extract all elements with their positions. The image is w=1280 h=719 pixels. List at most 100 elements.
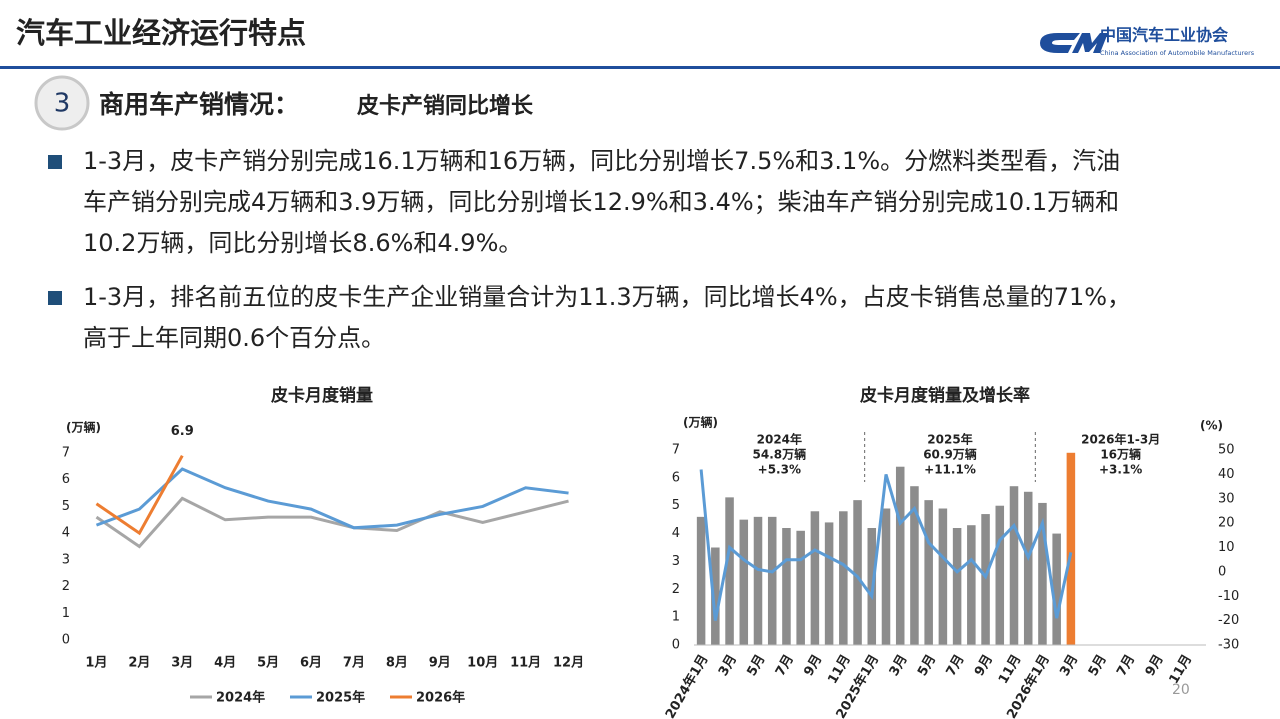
x-tick-label: 9月 bbox=[801, 652, 825, 679]
y-axis-label: (万辆) bbox=[66, 420, 101, 435]
bar bbox=[767, 516, 777, 645]
bar bbox=[967, 525, 976, 645]
series-line bbox=[95, 496, 569, 549]
x-tick-label: 5月 bbox=[1086, 652, 1110, 679]
x-tick-label: 9月 bbox=[429, 656, 451, 671]
y-tick-label: 6 bbox=[672, 470, 680, 485]
bar bbox=[796, 530, 805, 645]
y-tick-label: 3 bbox=[672, 554, 680, 569]
page-number: 20 bbox=[1172, 682, 1190, 698]
bar bbox=[711, 547, 720, 645]
x-tick-label: 7月 bbox=[773, 652, 797, 679]
x-tick-label: 9月 bbox=[1143, 652, 1167, 679]
bar bbox=[895, 466, 905, 645]
x-tick-label: 5月 bbox=[744, 652, 768, 679]
bar bbox=[782, 528, 791, 645]
y-tick-label: 7 bbox=[672, 443, 680, 458]
section-badge bbox=[34, 75, 90, 131]
bar bbox=[739, 519, 749, 645]
y-tick-label: 5 bbox=[62, 499, 70, 514]
y-tick-label: 2 bbox=[672, 582, 680, 597]
bullet-text: 车产销分别完成4万辆和3.9万辆，同比分别增长12.9%和3.4%；柴油车产销分… bbox=[83, 188, 1119, 216]
x-tick-label: 1月 bbox=[85, 656, 107, 671]
section-number: 3 bbox=[54, 89, 71, 119]
bar bbox=[753, 516, 763, 645]
bar bbox=[1038, 502, 1047, 645]
slide-title: 汽车工业经济运行特点 bbox=[16, 16, 306, 50]
bullet-text: 高于上年同期0.6个百分点。 bbox=[83, 324, 385, 352]
x-tick-label: 3月 bbox=[171, 656, 193, 671]
section-title: 商用车产销情况： bbox=[99, 90, 299, 119]
y2-tick-label: 30 bbox=[1218, 491, 1235, 506]
x-tick-label: 6月 bbox=[300, 656, 322, 671]
x-tick-label: 3月 bbox=[716, 652, 740, 679]
period-annotation: 16万辆 bbox=[1100, 447, 1141, 462]
bar bbox=[981, 514, 990, 645]
bullet-marker bbox=[48, 155, 62, 169]
y2-tick-label: 10 bbox=[1218, 540, 1235, 555]
x-tick-label: 11月 bbox=[510, 656, 541, 671]
y2-tick-label: 40 bbox=[1218, 467, 1235, 482]
bar bbox=[938, 508, 948, 645]
period-annotation: +5.3% bbox=[758, 463, 801, 477]
y-tick-label: 3 bbox=[62, 552, 70, 567]
x-tick-label: 11月 bbox=[996, 652, 1025, 686]
bar bbox=[824, 522, 834, 645]
annotation: 6.9 bbox=[171, 424, 194, 439]
y2-tick-label: 0 bbox=[1218, 564, 1226, 579]
x-tick-label: 7月 bbox=[1114, 652, 1138, 679]
bar bbox=[881, 508, 891, 645]
y-tick-label: 5 bbox=[672, 498, 680, 513]
series-line bbox=[95, 454, 184, 536]
x-tick-label: 11月 bbox=[825, 652, 854, 686]
y2-axis-label: (%) bbox=[1200, 419, 1223, 433]
y-tick-label: 1 bbox=[672, 610, 680, 625]
x-tick-label: 5月 bbox=[257, 656, 279, 671]
chart-title: 皮卡月度销量 bbox=[271, 385, 373, 406]
period-annotation: 60.9万辆 bbox=[923, 447, 977, 462]
bullet-text: 1-3月，排名前五位的皮卡生产企业销量合计为11.3万辆，同比增长4%，占皮卡销… bbox=[83, 283, 1131, 311]
x-tick-label: 2月 bbox=[128, 656, 150, 671]
bar bbox=[924, 500, 933, 645]
y-tick-label: 2 bbox=[62, 579, 70, 594]
y2-tick-label: -30 bbox=[1218, 638, 1239, 653]
legend-label: 2026年 bbox=[416, 690, 465, 706]
x-tick-label: 7月 bbox=[343, 656, 365, 671]
period-annotation: 2025年 bbox=[927, 432, 972, 447]
org-name-en: China Association of Automobile Manufact… bbox=[1100, 49, 1255, 57]
y2-tick-label: -10 bbox=[1218, 589, 1239, 604]
x-tick-label: 8月 bbox=[386, 656, 408, 671]
x-tick-label: 5月 bbox=[915, 652, 939, 679]
bar bbox=[839, 511, 848, 645]
bar bbox=[1052, 533, 1061, 645]
x-tick-label: 2024年1月 bbox=[662, 652, 711, 719]
x-tick-label: 4月 bbox=[214, 656, 236, 671]
header-rule bbox=[0, 66, 1280, 69]
period-annotation: 2026年1-3月 bbox=[1081, 432, 1160, 447]
bar bbox=[696, 516, 706, 645]
y2-tick-label: -20 bbox=[1218, 613, 1239, 628]
y-axis-label: (万辆) bbox=[683, 415, 718, 430]
bar bbox=[725, 497, 734, 645]
legend-label: 2025年 bbox=[316, 690, 365, 706]
bar bbox=[910, 486, 919, 645]
bar bbox=[995, 505, 1005, 645]
org-name: 中国汽车工业协会 bbox=[1100, 26, 1228, 45]
bar bbox=[1009, 486, 1019, 645]
y-tick-label: 4 bbox=[62, 526, 70, 541]
period-annotation: 54.8万辆 bbox=[753, 447, 807, 462]
y2-tick-label: 50 bbox=[1218, 443, 1235, 458]
x-tick-label: 12月 bbox=[553, 656, 584, 671]
period-annotation: +3.1% bbox=[1099, 463, 1142, 477]
y-tick-label: 6 bbox=[62, 472, 70, 487]
bullet-text: 1-3月，皮卡产销分别完成16.1万辆和16万辆，同比分别增长7.5%和3.1%… bbox=[83, 147, 1120, 175]
x-tick-label: 3月 bbox=[887, 652, 911, 679]
y-tick-label: 0 bbox=[672, 638, 680, 653]
x-tick-label: 10月 bbox=[467, 656, 498, 671]
series-line bbox=[95, 467, 569, 530]
chart-title: 皮卡月度销量及增长率 bbox=[860, 385, 1030, 406]
bullet-text: 10.2万辆，同比分别增长8.6%和4.9%。 bbox=[83, 229, 522, 257]
y-tick-label: 0 bbox=[62, 633, 70, 648]
period-annotation: +11.1% bbox=[924, 463, 976, 477]
